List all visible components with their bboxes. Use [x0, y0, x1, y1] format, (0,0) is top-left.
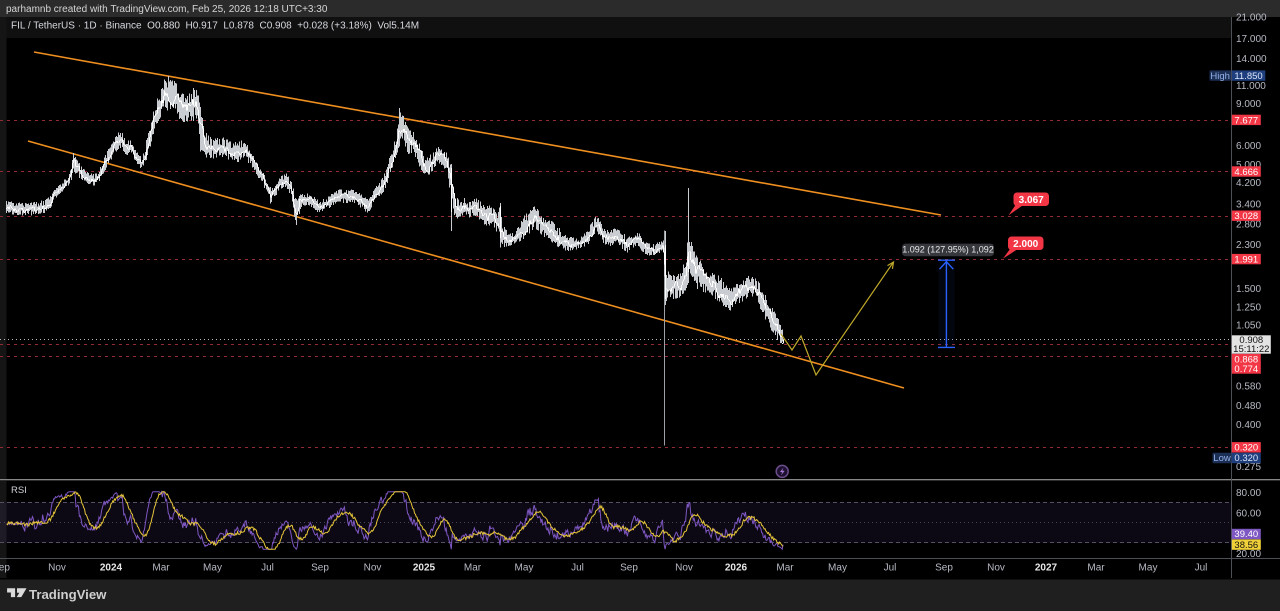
svg-text:2.300: 2.300: [1236, 240, 1261, 251]
svg-text:3.067: 3.067: [1019, 195, 1044, 206]
svg-text:Mar: Mar: [152, 563, 170, 574]
svg-text:5.000: 5.000: [1236, 160, 1261, 171]
svg-text:0.320: 0.320: [1234, 453, 1258, 464]
svg-text:4.666: 4.666: [1234, 167, 1258, 178]
svg-text:parhamnb created with TradingV: parhamnb created with TradingView.com, F…: [6, 4, 328, 15]
svg-text:Jul: Jul: [1195, 563, 1208, 574]
svg-text:20.00: 20.00: [1236, 549, 1261, 560]
svg-text:11.000: 11.000: [1236, 81, 1266, 92]
svg-text:21.000: 21.000: [1236, 12, 1267, 23]
svg-text:14.000: 14.000: [1236, 54, 1267, 65]
svg-text:0.580: 0.580: [1236, 382, 1261, 393]
svg-text:Jul: Jul: [884, 563, 897, 574]
svg-text:TradingView: TradingView: [29, 587, 107, 602]
svg-text:2026: 2026: [725, 563, 748, 574]
svg-text:May: May: [828, 563, 847, 574]
svg-text:High: High: [1210, 71, 1230, 82]
svg-text:80.00: 80.00: [1236, 488, 1261, 499]
svg-text:3.400: 3.400: [1236, 200, 1261, 211]
svg-text:0.400: 0.400: [1236, 420, 1261, 431]
svg-text:Sep: Sep: [311, 563, 329, 574]
svg-text:3.028: 3.028: [1234, 211, 1258, 222]
svg-text:Low: Low: [1213, 453, 1231, 464]
svg-text:0.275: 0.275: [1236, 462, 1261, 473]
svg-text:Sep: Sep: [935, 563, 953, 574]
svg-text:Nov: Nov: [987, 563, 1005, 574]
svg-text:11.850: 11.850: [1234, 71, 1262, 82]
svg-text:Mar: Mar: [1087, 563, 1105, 574]
svg-text:Sep: Sep: [0, 563, 10, 574]
svg-text:May: May: [515, 563, 534, 574]
svg-text:May: May: [1139, 563, 1158, 574]
svg-text:Sep: Sep: [620, 563, 638, 574]
svg-text:Jul: Jul: [571, 563, 584, 574]
svg-text:2025: 2025: [413, 563, 436, 574]
svg-text:RSI: RSI: [11, 485, 27, 496]
svg-text:FIL / TetherUS · 1D · Binance: FIL / TetherUS · 1D · Binance O0.880 H0.…: [11, 21, 419, 32]
svg-text:Nov: Nov: [675, 563, 693, 574]
svg-text:0.774: 0.774: [1234, 364, 1258, 375]
svg-text:17.000: 17.000: [1236, 34, 1267, 45]
svg-text:1.092 (127.95%) 1,092: 1.092 (127.95%) 1,092: [902, 245, 994, 255]
svg-text:Jul: Jul: [261, 563, 274, 574]
svg-text:2024: 2024: [100, 563, 123, 574]
svg-text:2027: 2027: [1035, 563, 1058, 574]
svg-text:0.480: 0.480: [1236, 401, 1261, 412]
svg-text:0.908: 0.908: [1239, 335, 1263, 346]
svg-text:1.050: 1.050: [1236, 321, 1261, 332]
svg-text:0.320: 0.320: [1234, 443, 1258, 454]
svg-text:2.000: 2.000: [1013, 239, 1038, 250]
svg-text:9.000: 9.000: [1236, 99, 1261, 110]
svg-text:0.868: 0.868: [1234, 354, 1258, 365]
svg-text:1.500: 1.500: [1236, 284, 1261, 295]
svg-text:May: May: [203, 563, 222, 574]
svg-text:Mar: Mar: [464, 563, 482, 574]
svg-text:Nov: Nov: [364, 563, 382, 574]
svg-text:39.40: 39.40: [1234, 529, 1258, 540]
svg-text:4.200: 4.200: [1236, 178, 1261, 189]
svg-text:60.00: 60.00: [1236, 508, 1261, 519]
svg-text:Mar: Mar: [776, 563, 794, 574]
svg-text:1.250: 1.250: [1236, 303, 1261, 314]
svg-text:38.56: 38.56: [1234, 540, 1258, 551]
svg-text:15:11:22: 15:11:22: [1233, 344, 1269, 355]
svg-text:1.991: 1.991: [1234, 255, 1258, 266]
svg-text:2.800: 2.800: [1236, 220, 1261, 231]
svg-text:7.677: 7.677: [1234, 115, 1258, 126]
svg-text:6.000: 6.000: [1236, 141, 1261, 152]
svg-text:Nov: Nov: [48, 563, 66, 574]
